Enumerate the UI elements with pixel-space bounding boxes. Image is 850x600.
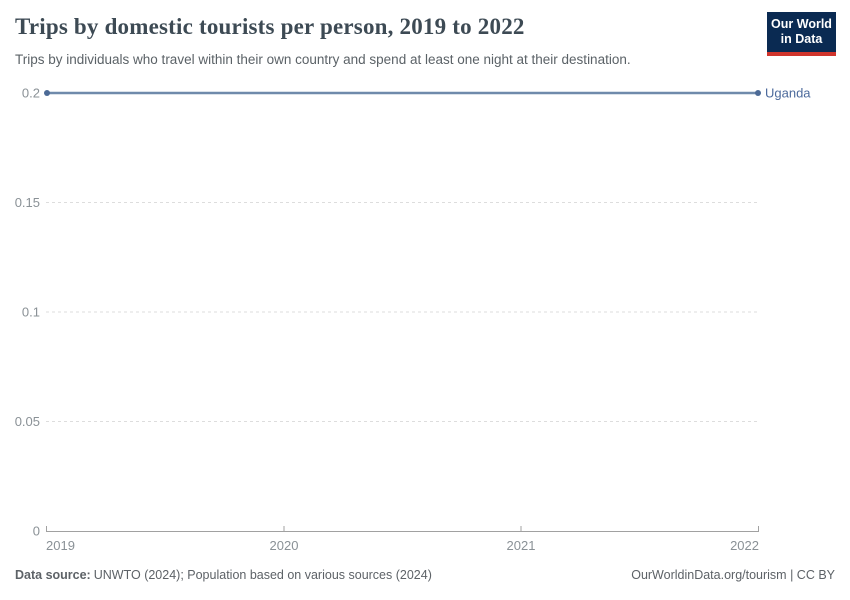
chart-footer: Data source: UNWTO (2024); Population bas… <box>15 568 835 582</box>
y-tick-label: 0.15 <box>15 195 40 210</box>
credit-link[interactable]: OurWorldinData.org/tourism | CC BY <box>631 568 835 582</box>
logo-line2: in Data <box>780 32 823 46</box>
logo-line1: Our World <box>771 17 832 31</box>
y-tick-label: 0.2 <box>22 86 40 101</box>
data-source-text: UNWTO (2024); Population based on variou… <box>93 568 432 582</box>
entity-label[interactable]: Uganda <box>765 86 811 101</box>
y-tick-label: 0.05 <box>15 414 40 429</box>
data-source-label: Data source: <box>15 568 91 582</box>
chart-subtitle: Trips by individuals who travel within t… <box>15 52 631 67</box>
chart-title: Trips by domestic tourists per person, 2… <box>15 14 525 39</box>
x-tick-label: 2020 <box>270 538 299 553</box>
x-tick-label: 2021 <box>507 538 536 553</box>
y-tick-label: 0.1 <box>22 305 40 320</box>
data-point[interactable] <box>755 90 761 96</box>
y-tick-label: 0 <box>33 524 40 539</box>
owid-logo[interactable]: Our World in Data <box>767 12 836 56</box>
data-point[interactable] <box>44 90 50 96</box>
x-tick-label: 2019 <box>46 538 75 553</box>
data-source: Data source: UNWTO (2024); Population bas… <box>15 568 432 582</box>
x-tick-label: 2022 <box>730 538 759 553</box>
